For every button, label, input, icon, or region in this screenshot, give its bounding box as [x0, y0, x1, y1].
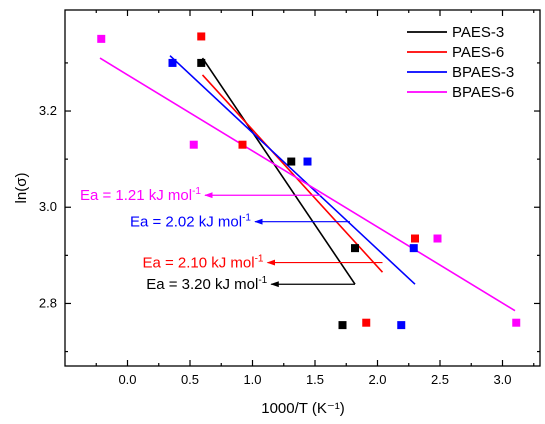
fit-lines: [99, 55, 516, 312]
x-axis-label: 1000/T (K⁻¹): [261, 400, 345, 417]
data-points: [97, 32, 521, 330]
y-tick-label: 2.8: [39, 295, 57, 310]
legend: PAES-3 PAES-6 BPAES-3 BPAES-6: [407, 24, 514, 101]
x-tick-label: 1.0: [243, 372, 261, 387]
legend-label-bpaes-3: BPAES-3: [452, 64, 514, 81]
y-axis-label: ln(σ): [13, 173, 30, 204]
y-tick-label: 3.0: [39, 199, 57, 214]
legend-label-bpaes-6: BPAES-6: [452, 84, 514, 101]
data-point-bpaes-3: [397, 321, 406, 330]
data-point-bpaes-3: [168, 58, 177, 67]
data-point-paes-6: [238, 140, 247, 149]
data-point-bpaes-3: [303, 157, 312, 166]
fit-line-bpaes-6: [99, 57, 516, 312]
annotation-label-bpaes-3: Ea = 2.02 kJ mol-1: [130, 213, 251, 231]
fit-line-bpaes-3: [169, 55, 416, 285]
annotation-label-paes-6: Ea = 2.10 kJ mol-1: [142, 254, 263, 272]
x-tick-label: 1.5: [306, 372, 324, 387]
data-point-paes-3: [197, 58, 206, 67]
annotation-label-paes-3: Ea = 3.20 kJ mol-1: [146, 275, 267, 293]
axis-ticks: 0.0 0.5 1.0 1.5 2.0 2.5 3.0 2.8 3.0 3.2: [39, 10, 540, 387]
legend-label-paes-3: PAES-3: [452, 24, 504, 41]
data-point-bpaes-3: [409, 244, 418, 253]
legend-label-paes-6: PAES-6: [452, 44, 504, 61]
x-tick-label: 2.5: [431, 372, 449, 387]
activation-energy-annotations: Ea = 3.20 kJ mol-1 Ea = 2.10 kJ mol-1 Ea =…: [80, 186, 383, 293]
data-point-paes-3: [287, 157, 296, 166]
data-point-bpaes-6: [97, 34, 106, 43]
data-point-paes-6: [411, 234, 419, 243]
data-point-bpaes-6: [512, 318, 521, 327]
plot-frame: [64, 9, 541, 367]
data-point-bpaes-6: [433, 234, 442, 243]
y-tick-label: 3.2: [39, 103, 57, 118]
x-tick-label: 0.0: [118, 372, 136, 387]
data-point-paes-6: [362, 318, 371, 327]
data-point-paes-3: [338, 321, 347, 330]
fit-line-paes-3: [201, 57, 356, 285]
x-tick-label: 3.0: [493, 372, 511, 387]
data-point-paes-6: [197, 32, 206, 41]
x-tick-label: 2.0: [368, 372, 386, 387]
annotation-label-bpaes-6: Ea = 1.21 kJ mol-1: [80, 186, 201, 204]
fit-line-paes-6: [201, 74, 384, 273]
data-point-bpaes-6: [189, 140, 198, 149]
data-point-paes-3: [351, 244, 359, 253]
x-tick-label: 0.5: [181, 372, 199, 387]
